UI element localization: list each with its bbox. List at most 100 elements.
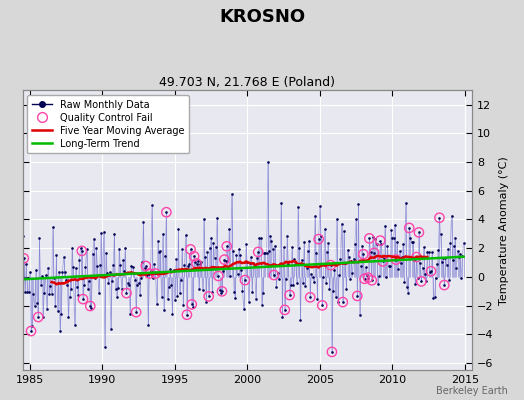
Point (412, 254, 421, 260)
Point (22, 261, 30, 268)
Point (70, 322, 79, 328)
Point (457, 275, 465, 281)
Point (75, 256, 83, 263)
Point (156, 248, 165, 254)
Point (238, 288, 247, 294)
Point (172, 255, 180, 262)
Point (346, 276, 354, 282)
Point (154, 238, 162, 244)
Point (303, 248, 312, 254)
Point (424, 249, 433, 255)
Point (202, 299, 211, 306)
Point (57, 310, 66, 317)
Point (274, 270, 282, 276)
Point (334, 299, 342, 305)
Point (237, 267, 245, 273)
Point (199, 286, 207, 293)
Point (15, 235, 23, 241)
Point (340, 228, 348, 234)
Point (283, 233, 291, 239)
Point (278, 314, 287, 320)
Point (118, 257, 127, 263)
Point (408, 239, 416, 246)
Point (440, 282, 449, 288)
Point (92, 245, 101, 251)
Point (417, 278, 425, 285)
Point (134, 280, 143, 286)
Point (260, 250, 268, 256)
Point (27, 328, 35, 334)
Point (157, 294, 166, 300)
Point (429, 294, 438, 301)
Point (299, 280, 307, 286)
Point (412, 254, 421, 260)
Legend: Raw Monthly Data, Quality Control Fail, Five Year Moving Average, Long-Term Tren: Raw Monthly Data, Quality Control Fail, … (27, 95, 189, 154)
Point (268, 246, 277, 252)
Point (122, 290, 130, 296)
Point (110, 231, 118, 238)
Point (211, 255, 219, 262)
Point (405, 225, 413, 231)
Point (361, 276, 369, 282)
Point (434, 246, 442, 253)
Point (453, 248, 462, 254)
Point (355, 312, 364, 318)
Point (358, 243, 366, 249)
Point (279, 244, 288, 250)
Point (280, 307, 289, 313)
Point (242, 241, 250, 248)
Point (339, 299, 347, 305)
Point (13, 280, 21, 286)
Point (17, 282, 26, 289)
Point (312, 250, 320, 256)
Point (246, 260, 254, 266)
Point (180, 262, 189, 268)
Point (124, 280, 132, 286)
Point (102, 250, 110, 256)
Point (78, 248, 86, 254)
Point (30, 303, 39, 310)
Point (335, 272, 343, 278)
Point (230, 289, 238, 295)
Point (280, 307, 289, 313)
Point (159, 231, 167, 237)
Point (416, 260, 424, 266)
Point (94, 290, 103, 296)
Point (27, 328, 35, 334)
Point (328, 349, 336, 355)
Point (343, 247, 352, 253)
Point (342, 286, 351, 293)
Point (435, 214, 444, 221)
Point (331, 294, 340, 300)
Point (103, 270, 112, 276)
Point (339, 299, 347, 305)
Point (370, 250, 378, 256)
Point (207, 235, 215, 241)
Point (86, 303, 94, 309)
Point (252, 295, 260, 302)
Point (392, 256, 400, 263)
Point (203, 249, 212, 255)
Point (354, 201, 363, 207)
Point (80, 281, 89, 288)
Point (226, 273, 235, 279)
Point (420, 244, 428, 251)
Point (174, 226, 183, 232)
Point (440, 282, 449, 288)
Point (450, 243, 458, 250)
Point (425, 269, 434, 276)
Point (436, 231, 445, 238)
Point (59, 254, 68, 260)
Point (241, 277, 249, 283)
Point (204, 293, 213, 300)
Point (272, 284, 280, 290)
Point (362, 264, 370, 271)
Point (155, 249, 163, 255)
Point (223, 243, 231, 250)
Point (190, 253, 199, 260)
Point (187, 246, 195, 252)
Point (401, 200, 410, 206)
Point (378, 258, 387, 265)
Point (384, 242, 392, 249)
Point (67, 286, 75, 293)
